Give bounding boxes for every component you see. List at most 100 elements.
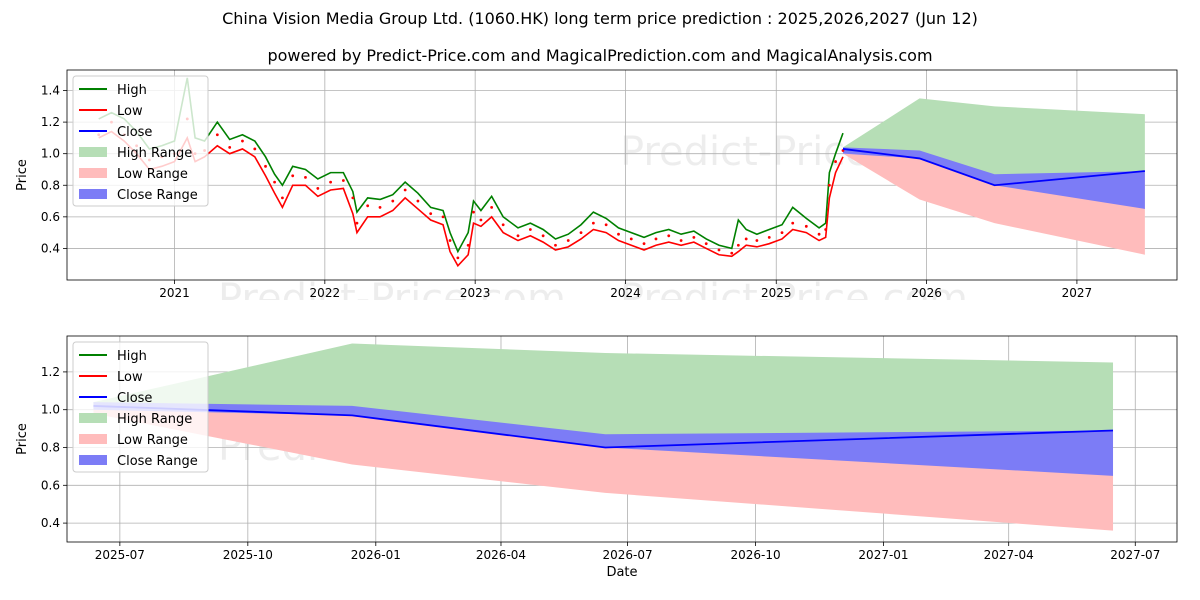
history-point: [817, 232, 821, 236]
history-point: [304, 175, 307, 179]
history-point: [441, 215, 445, 219]
history-point: [654, 237, 658, 241]
chart-title: China Vision Media Group Ltd. (1060.HK) …: [222, 9, 978, 28]
history-point: [351, 196, 355, 200]
legend: High Low Close High Range Low Range Close Ran…: [72, 75, 209, 207]
legend-item-low: Low: [79, 104, 143, 119]
history-point: [704, 242, 708, 246]
history-point: [516, 234, 520, 238]
legend-label: Low: [117, 370, 143, 385]
legend-label: Close: [117, 125, 152, 140]
axes-frame: [66, 335, 1178, 543]
legend-label: Close Range: [117, 454, 198, 469]
legend-item-high: High: [79, 349, 147, 364]
history-point: [391, 199, 395, 203]
history-point: [273, 180, 276, 184]
legend-swatch: [79, 413, 107, 423]
plot-area: [97, 77, 1145, 268]
close-line: [93, 405, 1114, 449]
legend-label: Close: [117, 391, 152, 406]
history-point: [541, 234, 545, 238]
high-range-area: [93, 343, 1114, 448]
history-point: [316, 187, 320, 190]
history-point: [679, 239, 683, 242]
legend-label: Low: [117, 104, 143, 119]
history-point: [579, 231, 583, 235]
legend-swatch: [79, 455, 107, 465]
history-point: [667, 234, 671, 238]
legend-label: High: [117, 349, 147, 364]
low-range-area: [93, 405, 1114, 531]
history-point: [629, 237, 633, 241]
low-line: [98, 130, 844, 268]
x-axis-label: Date: [606, 565, 637, 580]
history-point: [834, 160, 837, 163]
high-range-area: [842, 98, 1145, 186]
history-point: [717, 248, 721, 252]
x-tick-label: 2021: [159, 286, 190, 300]
history-point: [730, 251, 734, 255]
history-point: [448, 239, 452, 242]
history-point: [466, 243, 470, 247]
y-tick-label: 0.6: [41, 478, 60, 492]
history-point: [253, 147, 257, 151]
y-tick-label: 0.6: [41, 210, 60, 224]
y-tick-label: 1.2: [41, 365, 60, 379]
history-point: [241, 139, 244, 143]
legend-item-high: High: [79, 83, 147, 98]
x-tick-label: 2024: [610, 286, 641, 300]
history-point: [824, 228, 828, 231]
y-axis-label: Price: [15, 423, 30, 455]
legend: High Low Close High Range Low Range Close Ran…: [72, 341, 209, 473]
history-point: [479, 218, 483, 222]
history-point: [804, 224, 808, 228]
legend-swatch: [79, 189, 107, 199]
history-point: [617, 232, 620, 236]
y-tick-label: 1.0: [41, 147, 60, 161]
close-range-area: [842, 147, 1145, 209]
y-tick-label: 1.0: [41, 403, 60, 417]
high-line: [98, 77, 844, 254]
axes-frame: [66, 69, 1178, 281]
x-tick-label: 2026: [911, 286, 942, 300]
legend-swatch: [79, 147, 107, 157]
legend-label: Low Range: [117, 167, 188, 182]
history-point: [755, 239, 759, 242]
history-point: [264, 164, 267, 168]
legend-item-low: Low: [79, 370, 143, 385]
x-tick-label: 2022: [310, 286, 341, 300]
legend-item-close-range: Close Range: [79, 454, 198, 469]
history-point: [692, 235, 696, 239]
history-point: [744, 237, 748, 241]
history-point: [215, 133, 219, 137]
legend-label: High Range: [117, 146, 192, 161]
legend-item-low-range: Low Range: [79, 167, 188, 182]
legend-label: High: [117, 83, 147, 98]
x-tick-label: 2025-07: [95, 548, 145, 562]
x-tick-label: 2027-01: [858, 548, 908, 562]
history-point: [355, 221, 359, 225]
history-point: [378, 205, 382, 209]
history-point: [501, 223, 505, 227]
close-range-area: [93, 402, 1114, 476]
history-point: [780, 231, 784, 235]
y-tick-label: 1.4: [41, 84, 60, 98]
history-point: [566, 239, 570, 242]
x-tick-label: 2023: [460, 286, 491, 300]
legend-item-low-range: Low Range: [79, 433, 188, 448]
history-point: [736, 243, 740, 247]
legend-label: High Range: [117, 412, 192, 427]
x-tick-label: 2025-10: [223, 548, 273, 562]
legend-swatch: [79, 168, 107, 178]
history-point: [472, 210, 475, 214]
x-tick-label: 2027-04: [984, 548, 1034, 562]
y-tick-label: 0.4: [41, 241, 60, 255]
history-point: [341, 179, 345, 182]
legend-item-close: Close: [79, 391, 152, 406]
history-point: [554, 243, 557, 247]
legend-label: Low Range: [117, 433, 188, 448]
close-line: [842, 148, 1145, 187]
history-point: [642, 242, 646, 246]
